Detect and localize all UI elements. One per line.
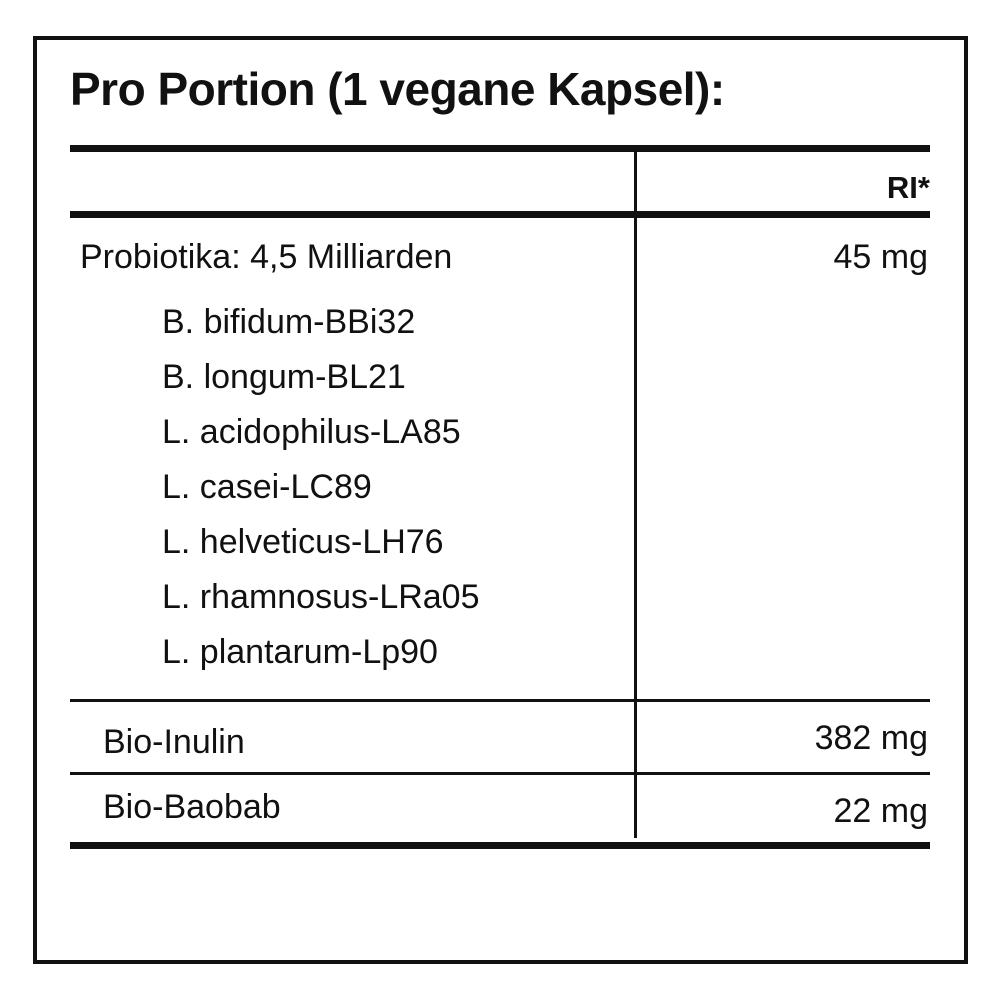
- strain-item: L. rhamnosus-LRa05: [162, 578, 480, 616]
- column-divider: [634, 150, 637, 838]
- table-top-rule: [70, 145, 930, 152]
- label-frame: [33, 36, 968, 964]
- ri-column-header: RI*: [886, 170, 930, 205]
- strain-item: L. acidophilus-LA85: [162, 413, 461, 451]
- strain-item: L. helveticus-LH76: [162, 523, 444, 561]
- baobab-amount: 22 mg: [833, 792, 929, 830]
- strain-item: B. longum-BL21: [162, 358, 406, 396]
- probiotics-label: Probiotika: 4,5 Milliarden: [80, 238, 453, 276]
- row-divider: [70, 699, 930, 702]
- row-divider: [70, 772, 930, 775]
- strain-item: B. bifidum-BBi32: [162, 303, 416, 341]
- page-title: Pro Portion (1 vegane Kapsel):: [70, 63, 725, 115]
- inulin-amount: 382 mg: [814, 719, 928, 757]
- baobab-label: Bio-Baobab: [103, 788, 281, 826]
- inulin-label: Bio-Inulin: [103, 723, 245, 761]
- strain-item: L. casei-LC89: [162, 468, 372, 506]
- header-bottom-rule: [70, 211, 930, 218]
- table-bottom-rule: [70, 842, 930, 849]
- strain-item: L. plantarum-Lp90: [162, 633, 438, 671]
- probiotics-amount: 45 mg: [833, 238, 929, 276]
